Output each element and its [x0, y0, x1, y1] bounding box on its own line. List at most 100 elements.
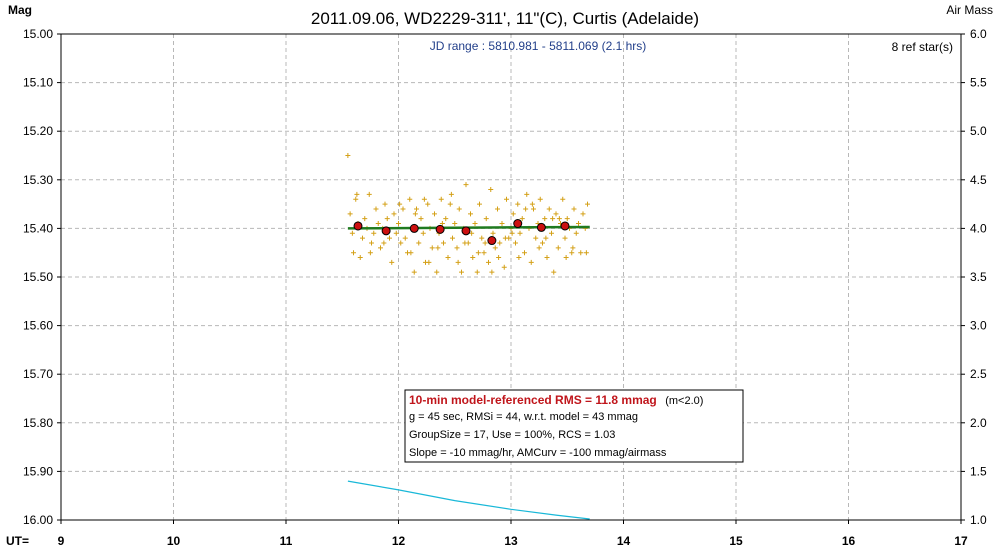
- raw-point: [369, 240, 374, 246]
- raw-point: [556, 216, 562, 222]
- raw-point: [553, 211, 559, 217]
- raw-point: [549, 230, 554, 236]
- raw-point: [384, 216, 390, 222]
- raw-point: [524, 191, 530, 197]
- raw-point: [400, 206, 406, 212]
- raw-point: [396, 221, 401, 227]
- raw-point: [411, 269, 417, 275]
- raw-point: [452, 221, 458, 227]
- y-tick-label: 15.70: [23, 367, 53, 381]
- raw-point: [481, 250, 487, 256]
- raw-point: [542, 216, 548, 222]
- raw-point: [502, 235, 508, 241]
- raw-point: [509, 230, 515, 236]
- airmass-curve: [347, 480, 590, 520]
- raw-point: [357, 255, 363, 261]
- stats-box-title-suffix: (m<2.0): [665, 395, 703, 407]
- y-tick-label: 15.80: [23, 416, 53, 430]
- stats-box: 10-min model-referenced RMS = 11.8 mmag …: [404, 389, 744, 463]
- grid-lines: [61, 34, 961, 520]
- raw-point: [489, 269, 495, 275]
- raw-point: [533, 235, 539, 241]
- y-axis-label: Mag: [8, 3, 32, 17]
- raw-point: [519, 216, 525, 222]
- raw-point: [488, 187, 494, 193]
- y2-tick-label: 2.0: [970, 416, 987, 430]
- average-point: [461, 226, 471, 236]
- raw-point: [544, 255, 550, 261]
- y-tick-label: 15.60: [23, 319, 53, 333]
- raw-point: [490, 230, 496, 236]
- raw-point: [362, 216, 368, 222]
- raw-point: [354, 191, 360, 197]
- x-tick-label: 10: [167, 534, 181, 548]
- raw-point: [482, 240, 488, 246]
- y2-axis-label: Air Mass: [946, 3, 993, 17]
- average-point: [409, 223, 419, 233]
- raw-point: [583, 250, 589, 256]
- y-tick-labels: 15.00 15.10 15.20 15.30 15.40 15.50 15.60 15.70…: [23, 27, 61, 527]
- raw-point: [463, 182, 469, 188]
- average-point: [560, 221, 570, 231]
- raw-point: [523, 206, 529, 212]
- raw-point: [462, 240, 468, 246]
- raw-point: [555, 245, 561, 251]
- raw-point: [421, 196, 427, 202]
- raw-point: [475, 250, 481, 256]
- raw-point: [499, 221, 505, 227]
- raw-point: [448, 191, 454, 197]
- x-axis-label: UT=: [6, 534, 29, 548]
- y2-tick-label: 3.5: [970, 270, 987, 284]
- raw-point: [474, 269, 480, 275]
- raw-point: [371, 230, 377, 236]
- raw-point: [569, 250, 575, 256]
- raw-point: [418, 216, 424, 222]
- jd-range-text: JD range : 5810.981 - 5811.069 (2.1 hrs): [430, 39, 647, 53]
- raw-point: [486, 259, 491, 265]
- raw-point: [537, 196, 543, 202]
- raw-point: [585, 201, 590, 207]
- y2-tick-label: 5.0: [970, 124, 987, 138]
- raw-point: [564, 216, 570, 222]
- raw-point: [501, 264, 507, 270]
- plot-frame: [60, 33, 962, 521]
- y2-tick-label: 1.0: [970, 513, 987, 527]
- raw-point: [510, 211, 516, 217]
- raw-point: [570, 245, 576, 251]
- y2-tick-label: 2.5: [970, 367, 987, 381]
- raw-point: [504, 196, 509, 202]
- x-tick-label: 14: [617, 534, 631, 548]
- raw-point: [435, 245, 441, 251]
- raw-point: [441, 240, 446, 246]
- raw-point: [416, 240, 422, 246]
- raw-point: [517, 230, 523, 236]
- raw-point: [349, 230, 355, 236]
- raw-point: [479, 235, 485, 241]
- raw-point: [522, 250, 527, 256]
- raw-point: [580, 211, 586, 217]
- y2-tick-label: 6.0: [970, 27, 987, 41]
- raw-point: [378, 245, 383, 251]
- raw-point: [426, 259, 432, 265]
- raw-point: [477, 201, 482, 207]
- x-tick-label: 12: [392, 534, 406, 548]
- average-point: [435, 224, 445, 234]
- raw-point: [551, 269, 557, 275]
- raw-point: [454, 245, 460, 251]
- raw-point: [353, 196, 359, 202]
- raw-point: [563, 255, 569, 261]
- raw-point: [382, 201, 388, 207]
- raw-point: [515, 201, 521, 207]
- raw-point: [472, 221, 478, 227]
- raw-point: [351, 250, 356, 256]
- raw-point: [420, 230, 426, 236]
- raw-point: [366, 191, 372, 197]
- y-tick-label: 15.90: [23, 464, 53, 478]
- raw-point: [546, 206, 552, 212]
- raw-point: [360, 235, 365, 241]
- chart-title: 2011.09.06, WD2229-311', 11"(C), Curtis …: [311, 9, 699, 28]
- raw-observations: [345, 153, 590, 275]
- raw-point: [434, 269, 440, 275]
- y-tick-label: 16.00: [23, 513, 53, 527]
- raw-point: [367, 250, 373, 256]
